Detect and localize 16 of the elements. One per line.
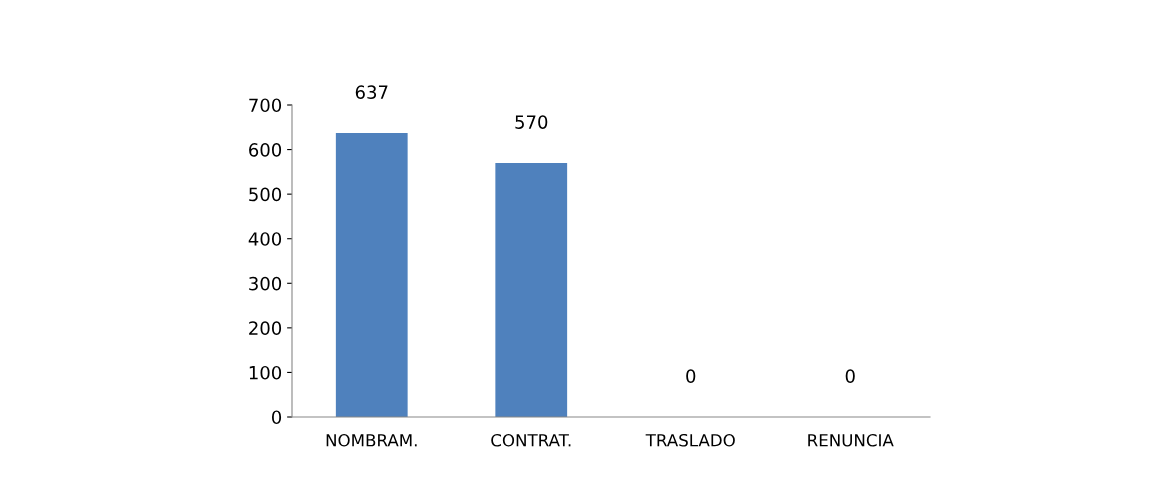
data-label: 570: [515, 115, 548, 129]
y-tick-label: 400: [248, 232, 282, 246]
x-tick-label: TRASLADO: [645, 433, 735, 447]
y-tick-label: 300: [249, 276, 282, 291]
y-tick-label: 700: [249, 98, 282, 113]
y-tick-label: 500: [249, 187, 282, 202]
x-tick-label: CONTRAT.: [491, 433, 571, 447]
y-tick-label: 200: [249, 321, 282, 335]
x-tick-label: RENUNCIA: [808, 433, 894, 447]
x-tick-label: NOMBRAM.: [326, 433, 417, 447]
data-label: 0: [845, 369, 855, 383]
data-label: 0: [686, 369, 696, 383]
y-tick-label: 0: [271, 410, 282, 425]
y-tick-label: 100: [249, 365, 282, 380]
data-label: 637: [355, 85, 388, 100]
y-tick-label: 600: [249, 143, 282, 157]
